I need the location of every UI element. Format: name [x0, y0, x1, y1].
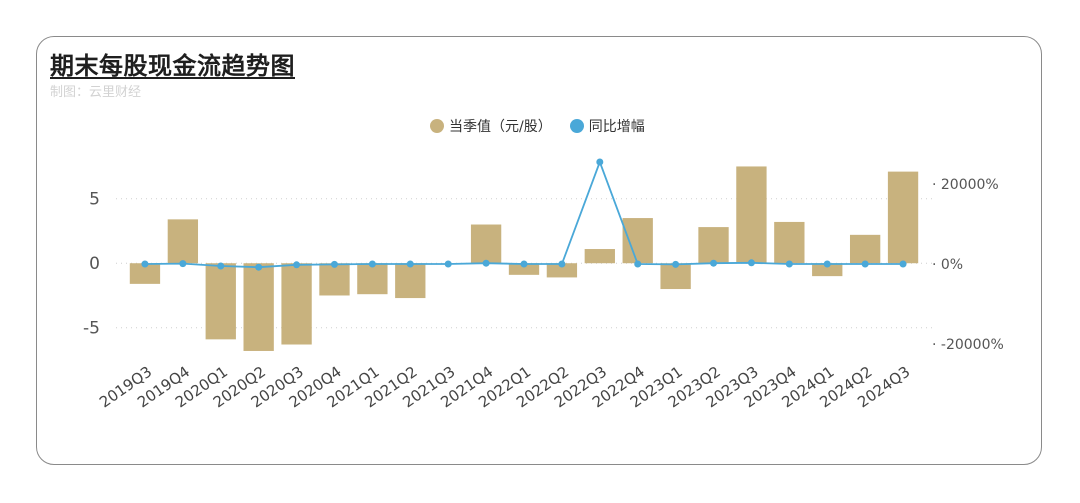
bar: [281, 263, 312, 345]
yoy-point: [179, 260, 187, 268]
yoy-point: [406, 260, 414, 268]
yoy-point: [444, 260, 452, 268]
bar: [508, 263, 540, 275]
yoy-point: [293, 261, 301, 269]
yoy-point: [785, 260, 793, 268]
y-tick-left-label: 5: [89, 190, 100, 210]
yoy-point: [330, 260, 338, 268]
bar: [129, 263, 161, 284]
bar: [812, 263, 843, 277]
yoy-point: [710, 259, 718, 267]
legend: 当季值（元/股） 同比增幅: [430, 116, 663, 136]
yoy-point: [520, 260, 528, 268]
legend-item-bar[interactable]: 当季值（元/股）: [430, 116, 552, 136]
y-tick-right-label: · 0%: [932, 257, 963, 273]
bar: [319, 263, 350, 296]
bar: [887, 171, 919, 264]
yoy-point: [482, 259, 490, 267]
legend-item-line[interactable]: 同比增幅: [569, 116, 645, 136]
yoy-point: [672, 260, 680, 268]
legend-bar-label: 当季值（元/股）: [449, 119, 552, 135]
bar: [736, 166, 767, 264]
yoy-point: [558, 260, 566, 268]
bar: [849, 234, 881, 264]
legend-line-label: 同比增幅: [588, 119, 645, 135]
yoy-point: [861, 260, 869, 268]
bar: [698, 227, 729, 264]
legend-bar-swatch: [430, 119, 444, 133]
chart-subtitle: 制图：云里财经: [50, 85, 142, 100]
bar: [584, 249, 615, 264]
y-tick-left-label: 0: [89, 254, 100, 274]
yoy-point: [596, 158, 604, 166]
chart-title: 期末每股现金流趋势图: [50, 52, 295, 80]
bar: [395, 263, 426, 299]
yoy-point: [141, 260, 149, 268]
yoy-point: [368, 260, 376, 268]
yoy-point: [899, 260, 907, 268]
y-tick-left-label: -5: [83, 319, 100, 339]
legend-line-swatch: [569, 119, 584, 133]
yoy-point: [747, 259, 755, 267]
bar: [167, 219, 199, 264]
yoy-point: [634, 260, 642, 268]
yoy-point: [255, 263, 263, 271]
bar: [546, 263, 578, 278]
bar: [357, 263, 388, 295]
bar: [243, 263, 274, 351]
bar: [470, 224, 502, 264]
yoy-point: [217, 262, 225, 270]
y-tick-right-label: · 20000%: [932, 177, 999, 193]
bar: [774, 221, 805, 264]
bar: [622, 218, 653, 264]
bar: [205, 263, 236, 340]
yoy-point: [823, 260, 831, 268]
y-tick-right-label: · -20000%: [932, 337, 1004, 353]
